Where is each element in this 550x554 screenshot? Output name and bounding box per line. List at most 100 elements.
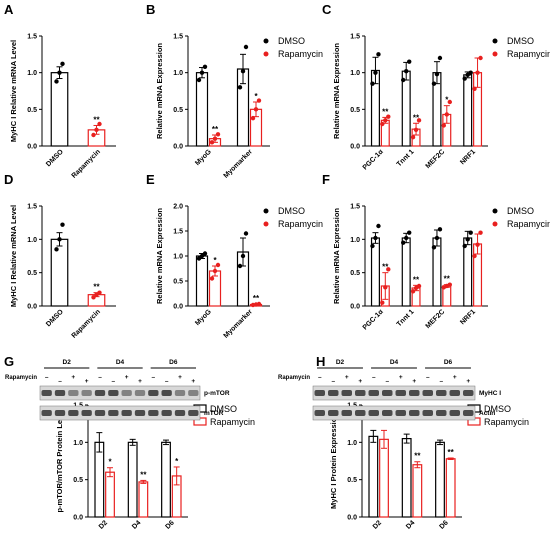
data-point xyxy=(386,114,391,119)
data-point xyxy=(237,85,243,90)
blot-band xyxy=(94,390,106,396)
bar xyxy=(195,72,209,147)
blot-band xyxy=(382,390,393,396)
blot-band xyxy=(41,390,52,396)
x-tick-label: Tnnt 1 xyxy=(396,308,416,328)
legend-swatch-rapamycin xyxy=(263,51,269,57)
x-tick-label: Myomarker xyxy=(223,308,255,340)
legend-label-rapamycin: Rapamycin xyxy=(507,49,550,59)
data-point xyxy=(97,121,102,127)
bar xyxy=(445,458,456,518)
blot-band xyxy=(409,410,420,416)
legend-label-rapamycin: Rapamycin xyxy=(278,49,323,59)
blot-strip xyxy=(312,405,476,421)
y-axis-label: Relative mRNA Expression xyxy=(155,43,164,139)
legend-swatch-rapamycin xyxy=(492,221,498,227)
significance-label: * xyxy=(175,457,179,466)
treatment-sign: + xyxy=(138,378,142,385)
blot-band xyxy=(161,410,172,416)
blot-band xyxy=(134,390,146,396)
data-point xyxy=(383,118,388,123)
bar xyxy=(401,237,411,307)
significance-label: ** xyxy=(413,275,420,284)
x-tick-label: D6 xyxy=(164,519,175,530)
x-tick-label: Myomarker xyxy=(223,148,255,180)
y-tick-label: 0.0 xyxy=(73,515,83,522)
data-point xyxy=(253,107,259,112)
y-tick-label: 1.5 xyxy=(173,34,183,41)
data-point xyxy=(94,127,99,133)
x-tick-label: MEF2C xyxy=(425,308,447,330)
blot-band xyxy=(355,410,366,416)
treatment-sign: – xyxy=(98,374,102,381)
treatment-sign: – xyxy=(331,378,335,385)
panel-label-D: D xyxy=(4,172,13,187)
data-point xyxy=(401,240,406,245)
y-tick-label: 1.0 xyxy=(350,70,360,77)
blot-band xyxy=(54,390,66,396)
bar xyxy=(161,441,171,518)
bar xyxy=(401,70,411,147)
blot-strip xyxy=(312,385,476,401)
treatment-sign: – xyxy=(439,378,443,385)
legend-label-dmso: DMSO xyxy=(278,36,305,46)
blot-band xyxy=(368,410,379,416)
y-tick-label: 0.0 xyxy=(27,144,37,151)
data-point xyxy=(465,237,470,242)
blot-band xyxy=(121,410,132,416)
data-point xyxy=(383,285,388,290)
significance-label: ** xyxy=(93,283,100,292)
treatment-sign: + xyxy=(178,374,182,381)
blot-band xyxy=(41,410,52,416)
treatment-sign: – xyxy=(318,374,322,381)
data-point xyxy=(444,112,449,117)
data-point xyxy=(370,243,375,249)
data-point xyxy=(441,123,446,128)
y-tick-label: 0.0 xyxy=(350,304,360,311)
significance-label: ** xyxy=(413,113,420,122)
significance-label: ** xyxy=(414,452,421,461)
significance-label: ** xyxy=(253,294,260,303)
data-point xyxy=(462,243,467,249)
treatment-sign: – xyxy=(58,378,62,385)
bar xyxy=(435,441,445,518)
blot-row-label: p-mTOR xyxy=(204,390,230,397)
panel-label-E: E xyxy=(146,172,155,187)
legend-swatch-rapamycin xyxy=(263,221,269,227)
blot-band xyxy=(341,410,352,416)
blot-band xyxy=(395,410,406,416)
blot-band xyxy=(463,410,474,416)
data-point xyxy=(401,77,406,83)
bar xyxy=(370,237,380,307)
treatment-sign: – xyxy=(426,374,430,381)
significance-label: * xyxy=(254,92,258,101)
data-point xyxy=(250,115,256,121)
bar xyxy=(105,471,115,518)
data-point xyxy=(199,70,205,75)
data-point xyxy=(212,136,218,141)
x-tick-label: MyoG xyxy=(194,148,213,167)
panel-label-F: F xyxy=(322,172,330,187)
blot-band xyxy=(174,390,186,396)
data-point xyxy=(478,230,483,235)
y-tick-label: 2.0 xyxy=(173,204,183,211)
panel-label-B: B xyxy=(146,2,155,17)
y-tick-label: 0.0 xyxy=(173,304,183,311)
legend-label-dmso: DMSO xyxy=(278,206,305,216)
y-axis-label: MyHC I Relative mRNA Level xyxy=(9,205,18,307)
x-tick-label: D6 xyxy=(438,519,449,530)
y-tick-label: 0.0 xyxy=(27,304,37,311)
blot-band xyxy=(449,390,460,396)
data-point xyxy=(475,70,480,75)
bar xyxy=(138,481,149,518)
blot-band xyxy=(81,410,92,416)
blot-band xyxy=(422,410,433,416)
data-point xyxy=(209,276,215,281)
x-tick-label: Rapamycin xyxy=(71,148,102,179)
x-tick-label: PGC-1α xyxy=(362,308,386,332)
bar xyxy=(50,72,69,147)
data-point xyxy=(380,300,385,305)
y-tick-label: 0.5 xyxy=(27,107,37,114)
data-point xyxy=(376,223,381,229)
x-tick-label: Tnnt 1 xyxy=(396,148,416,168)
